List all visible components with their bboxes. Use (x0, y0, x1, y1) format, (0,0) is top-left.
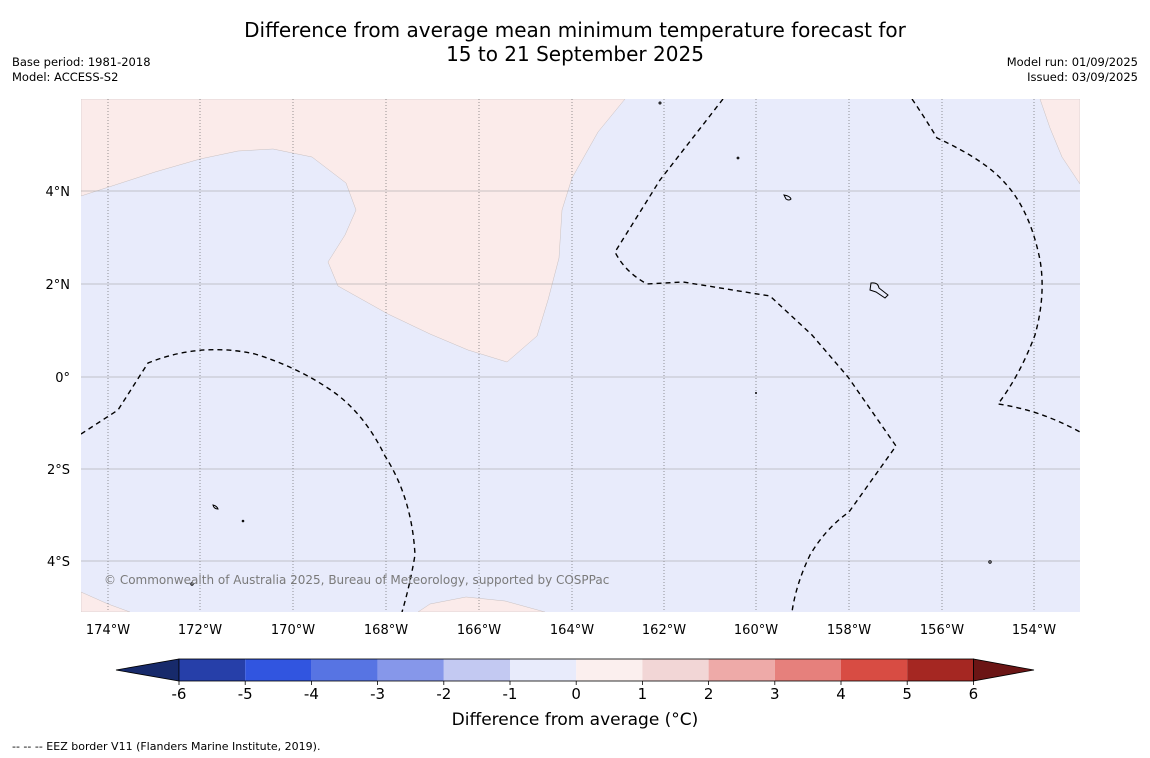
colorbar-tick-label: -6 (172, 685, 187, 703)
colorbar-swatch (179, 659, 246, 681)
meta-right: Model run: 01/09/2025 Issued: 03/09/2025 (1007, 55, 1138, 85)
longitude-label: 162°W (642, 623, 686, 638)
colorbar-tick-label: -2 (436, 685, 451, 703)
longitude-label: 156°W (920, 623, 964, 638)
colorbar: -6 -5 -4 -3 -2 -1 0 1 2 3 4 5 6 (115, 658, 1035, 703)
meta-left: Base period: 1981-2018 Model: ACCESS-S2 (12, 55, 151, 85)
island (783, 194, 792, 201)
cool-anomaly-region (81, 99, 1080, 612)
colorbar-swatch (774, 659, 841, 681)
colorbar-tick-label: 5 (902, 685, 912, 703)
colorbar-label: Difference from average (°C) (451, 710, 699, 730)
colorbar-under-arrow (115, 658, 180, 682)
longitude-label: 170°W (271, 623, 315, 638)
eez-border-west (81, 348, 416, 612)
longitude-label: 174°W (86, 623, 130, 638)
longitude-label: 154°W (1012, 623, 1056, 638)
longitude-label: 168°W (364, 623, 408, 638)
longitude-label: 166°W (457, 623, 501, 638)
issued-date: Issued: 03/09/2025 (1027, 70, 1138, 84)
title-line-1: Difference from average mean minimum tem… (244, 18, 906, 42)
colorbar-tick-label: 0 (571, 685, 581, 703)
model-run: Model run: 01/09/2025 (1006, 55, 1138, 69)
islands (190, 101, 992, 586)
colorbar-swatch (642, 659, 709, 681)
map-area: © Commonwealth of Australia 2025, Bureau… (81, 99, 1080, 612)
colorbar-tick-label: 2 (704, 685, 714, 703)
colorbar-swatch (841, 659, 908, 681)
longitude-label: 160°W (734, 623, 778, 638)
latitude-label: 4°N (46, 185, 71, 200)
longitude-label: 158°W (827, 623, 871, 638)
colorbar-swatch (576, 659, 643, 681)
eez-border-central (614, 99, 897, 612)
colorbar-tick-label: -1 (503, 685, 518, 703)
colorbar-tick-label: 4 (836, 685, 846, 703)
colorbar-tick-label: 6 (969, 685, 979, 703)
island (212, 504, 219, 510)
copyright-text: © Commonwealth of Australia 2025, Bureau… (104, 573, 609, 587)
warm-anomaly-region-south (417, 596, 546, 612)
island (241, 519, 245, 523)
colorbar-tick-label: -4 (304, 685, 319, 703)
island (755, 392, 757, 394)
model-name: Model: ACCESS-S2 (12, 70, 119, 84)
warm-anomaly-region-southwest (81, 591, 131, 612)
colorbar-swatch (510, 659, 577, 681)
latitude-label: 2°S (47, 463, 70, 478)
colorbar-tick-label: -3 (370, 685, 385, 703)
island (869, 282, 889, 299)
axis-labels: 174°W 172°W 170°W 168°W 166°W 164°W 162°W 160°W… (46, 185, 1057, 638)
colorbar-tick-label: 1 (638, 685, 648, 703)
colorbar-swatch (708, 659, 775, 681)
gridlines (81, 99, 1080, 612)
map-title: Difference from average mean minimum tem… (0, 18, 1150, 66)
latitude-label: 0° (55, 371, 70, 386)
island (190, 582, 194, 586)
latitude-label: 4°S (47, 555, 70, 570)
colorbar-swatch (245, 659, 312, 681)
colorbar-tick-label: -5 (238, 685, 253, 703)
longitude-label: 164°W (550, 623, 594, 638)
island (658, 101, 662, 105)
colorbar-swatch (443, 659, 510, 681)
island (988, 560, 992, 564)
colorbar-swatch (907, 659, 974, 681)
title-line-2: 15 to 21 September 2025 (446, 42, 704, 66)
eez-border-east (911, 99, 1080, 433)
warm-anomaly-region-northeast (1039, 99, 1080, 185)
colorbar-swatch (311, 659, 378, 681)
colorbar-swatch (377, 659, 444, 681)
eez-borders (81, 99, 1080, 612)
eez-legend-footnote: -- -- -- EEZ border V11 (Flanders Marine… (12, 740, 321, 753)
base-period: Base period: 1981-2018 (12, 55, 151, 69)
latitude-label: 2°N (46, 278, 71, 293)
island (736, 156, 740, 160)
longitude-label: 172°W (178, 623, 222, 638)
colorbar-over-arrow (973, 658, 1035, 682)
colorbar-tick-label: 3 (770, 685, 780, 703)
